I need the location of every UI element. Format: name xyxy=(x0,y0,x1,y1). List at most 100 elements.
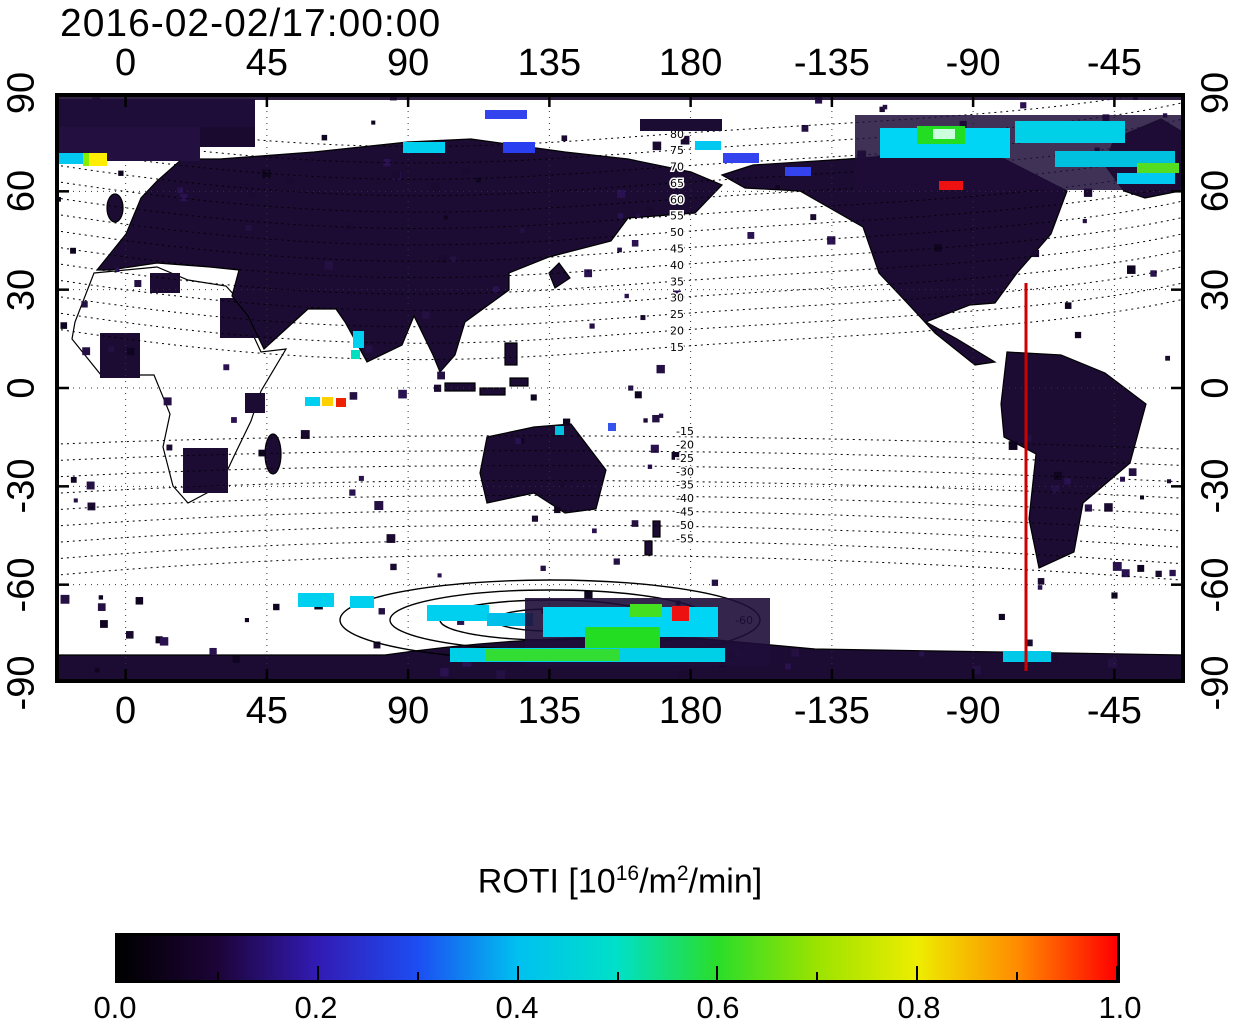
aurora-patch xyxy=(83,153,91,166)
roti-data-pixel xyxy=(358,475,364,481)
roti-data-pixel xyxy=(86,481,95,490)
roti-data-pixel xyxy=(636,213,641,219)
roti-data-pixel xyxy=(515,438,522,444)
grid-lines xyxy=(55,93,1185,683)
roti-data-pixel xyxy=(810,214,817,221)
roti-data-pixel xyxy=(81,301,88,308)
roti-data-pixel xyxy=(882,104,888,110)
roti-data-pixel xyxy=(73,498,78,503)
lat-tick-label-left: -90 xyxy=(0,655,43,711)
roti-data-pixel xyxy=(108,346,115,353)
roti-data-pixel xyxy=(365,345,373,353)
continent-south-america xyxy=(1000,351,1147,569)
maglat-contour-label: 20 xyxy=(670,324,684,337)
roti-data-pixel xyxy=(584,590,593,599)
roti-data-pixel xyxy=(100,620,108,628)
equatorial-patch xyxy=(608,423,616,431)
roti-data-pixel xyxy=(373,641,381,649)
aurora-patch xyxy=(403,142,445,153)
maglat-contour-label: -35 xyxy=(676,479,694,492)
aurora-patch xyxy=(723,153,759,163)
lon-tick-label-top: 90 xyxy=(386,42,430,84)
roti-data-pixel xyxy=(1104,503,1113,512)
equatorial-patch xyxy=(555,426,564,435)
roti-data-pixel xyxy=(934,244,942,252)
roti-data-pixel xyxy=(70,476,77,483)
continent-australia xyxy=(479,423,607,514)
colorbar-tick-label: 1.0 xyxy=(1098,990,1142,1025)
roti-data-pixel xyxy=(273,603,280,611)
roti-data-pixel xyxy=(1165,355,1171,361)
lat-tick-label-right: 0 xyxy=(1194,377,1237,399)
maglat-contour-label: 55 xyxy=(670,210,684,223)
aurora-patch xyxy=(1015,121,1125,143)
roti-data-pixel xyxy=(98,595,104,600)
roti-data-pixel xyxy=(785,663,791,670)
lon-tick-label-top: -135 xyxy=(793,42,870,84)
lon-tick-label-top: -90 xyxy=(945,42,1001,84)
maglat-contour-label: -50 xyxy=(676,519,694,532)
roti-data-pixel xyxy=(439,254,447,263)
colorbar-title-sup: 2 xyxy=(676,862,689,885)
roti-data-pixel xyxy=(82,347,91,356)
roti-data-pixel xyxy=(118,170,124,176)
roti-data-pixel xyxy=(650,444,659,453)
roti-data-pixel xyxy=(324,261,334,270)
roti-data-pixel xyxy=(1137,564,1145,572)
roti-data-pixel xyxy=(631,520,639,527)
roti-data-pixel xyxy=(616,189,626,198)
roti-data-pixel xyxy=(673,290,681,299)
roti-data-pixel xyxy=(879,106,885,113)
timestamp-title: 2016-02-02/17:00:00 xyxy=(60,2,442,45)
maglat-contour-label: 45 xyxy=(670,243,684,256)
roti-data-pixel xyxy=(1127,265,1136,274)
aurora-patch-red xyxy=(672,606,689,621)
roti-data-pixel xyxy=(680,135,690,145)
equatorial-patch xyxy=(353,331,364,348)
colorbar-tick-label: 0.4 xyxy=(495,990,539,1025)
aurora-patch xyxy=(427,605,489,621)
island-japan xyxy=(548,262,571,289)
roti-data-pixel xyxy=(371,120,376,125)
maglat-contour-label: 70 xyxy=(670,161,684,174)
roti-data-pixel xyxy=(1150,270,1157,277)
roti-data-pixel xyxy=(223,364,230,371)
colorbar-tick-mark xyxy=(1116,966,1118,980)
roti-data-pixel xyxy=(476,177,481,183)
equatorial-patch xyxy=(305,397,320,406)
roti-data-pixel xyxy=(559,481,566,488)
roti-data-pixel xyxy=(127,347,135,356)
colorbar-title-text: /m xyxy=(639,862,677,901)
colorbar-tick-label: 0.0 xyxy=(93,990,137,1025)
roti-data-pixel xyxy=(422,311,430,320)
lon-tick-label-bottom: 0 xyxy=(115,690,137,732)
roti-data-pixel xyxy=(646,206,655,215)
roti-data-pixel xyxy=(815,96,823,104)
roti-data-pixel xyxy=(374,501,384,511)
roti-data-pixel xyxy=(115,267,120,273)
roti-data-pixel xyxy=(159,637,169,646)
colorbar-tick-mark xyxy=(216,972,219,980)
lat-tick-label-left: 30 xyxy=(0,268,43,311)
roti-data-pixel xyxy=(437,371,445,380)
colorbar-tick-mark xyxy=(916,966,919,980)
maglat-contour xyxy=(55,509,1185,532)
roti-data-pixel xyxy=(457,617,465,625)
lon-tick-label-bottom: 135 xyxy=(517,690,582,732)
colorbar-tick-mark xyxy=(616,972,619,980)
maglat-contour-label: 50 xyxy=(670,226,684,239)
roti-data-pixel xyxy=(1112,562,1122,571)
lat-tick-label-right: -90 xyxy=(1194,655,1237,711)
roti-data-pixel xyxy=(1140,495,1145,500)
roti-data-pixel xyxy=(617,213,624,219)
colorbar-tick-mark xyxy=(316,966,319,980)
roti-data-pixel xyxy=(163,397,172,406)
maglat-contour-label: -45 xyxy=(676,506,694,519)
roti-data-pixel xyxy=(711,579,719,586)
maglat-contour-label: 35 xyxy=(670,275,684,288)
roti-data-pixel xyxy=(613,558,620,565)
roti-data-pixel xyxy=(346,223,353,230)
roti-data-pixel xyxy=(231,417,237,423)
roti-data-pixel xyxy=(94,667,100,673)
